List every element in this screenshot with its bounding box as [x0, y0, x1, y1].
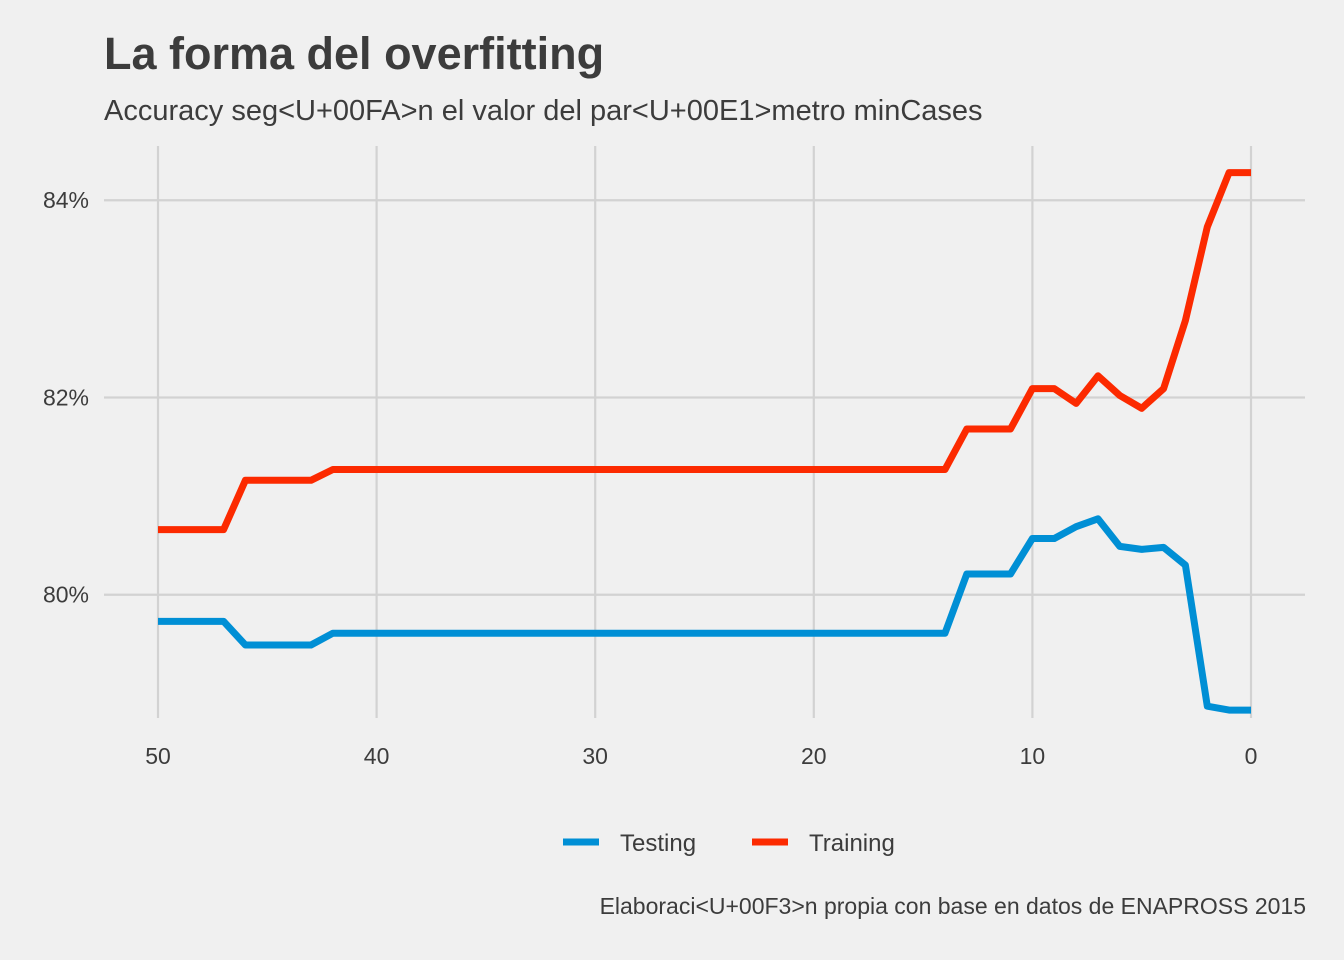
x-gridlines — [156, 146, 1253, 718]
chart-caption: Elaboraci<U+00F3>n propia con base en da… — [599, 893, 1306, 919]
x-tick-label: 30 — [582, 743, 608, 769]
y-tick-label: 84% — [43, 187, 89, 213]
y-gridlines — [104, 199, 1305, 596]
x-tick-label: 40 — [364, 743, 390, 769]
y-tick-label: 82% — [43, 384, 89, 410]
legend-label-testing: Testing — [620, 830, 696, 857]
x-tick-label: 10 — [1020, 743, 1046, 769]
x-axis-ticks: 50 40 30 20 10 0 — [145, 743, 1257, 769]
series-layer — [158, 169, 1251, 714]
x-tick-label: 20 — [801, 743, 827, 769]
series-line-training — [158, 169, 1251, 534]
chart-subtitle: Accuracy seg<U+00FA>n el valor del par<U… — [104, 95, 983, 127]
series-line-testing — [158, 515, 1251, 714]
y-tick-label: 80% — [43, 582, 89, 608]
x-tick-label: 50 — [145, 743, 171, 769]
x-tick-label: 0 — [1245, 743, 1258, 769]
chart-title: La forma del overfitting — [104, 28, 605, 79]
legend: Testing Training — [563, 830, 895, 857]
legend-label-training: Training — [809, 830, 895, 857]
y-axis-ticks: 80% 82% 84% — [43, 187, 89, 607]
